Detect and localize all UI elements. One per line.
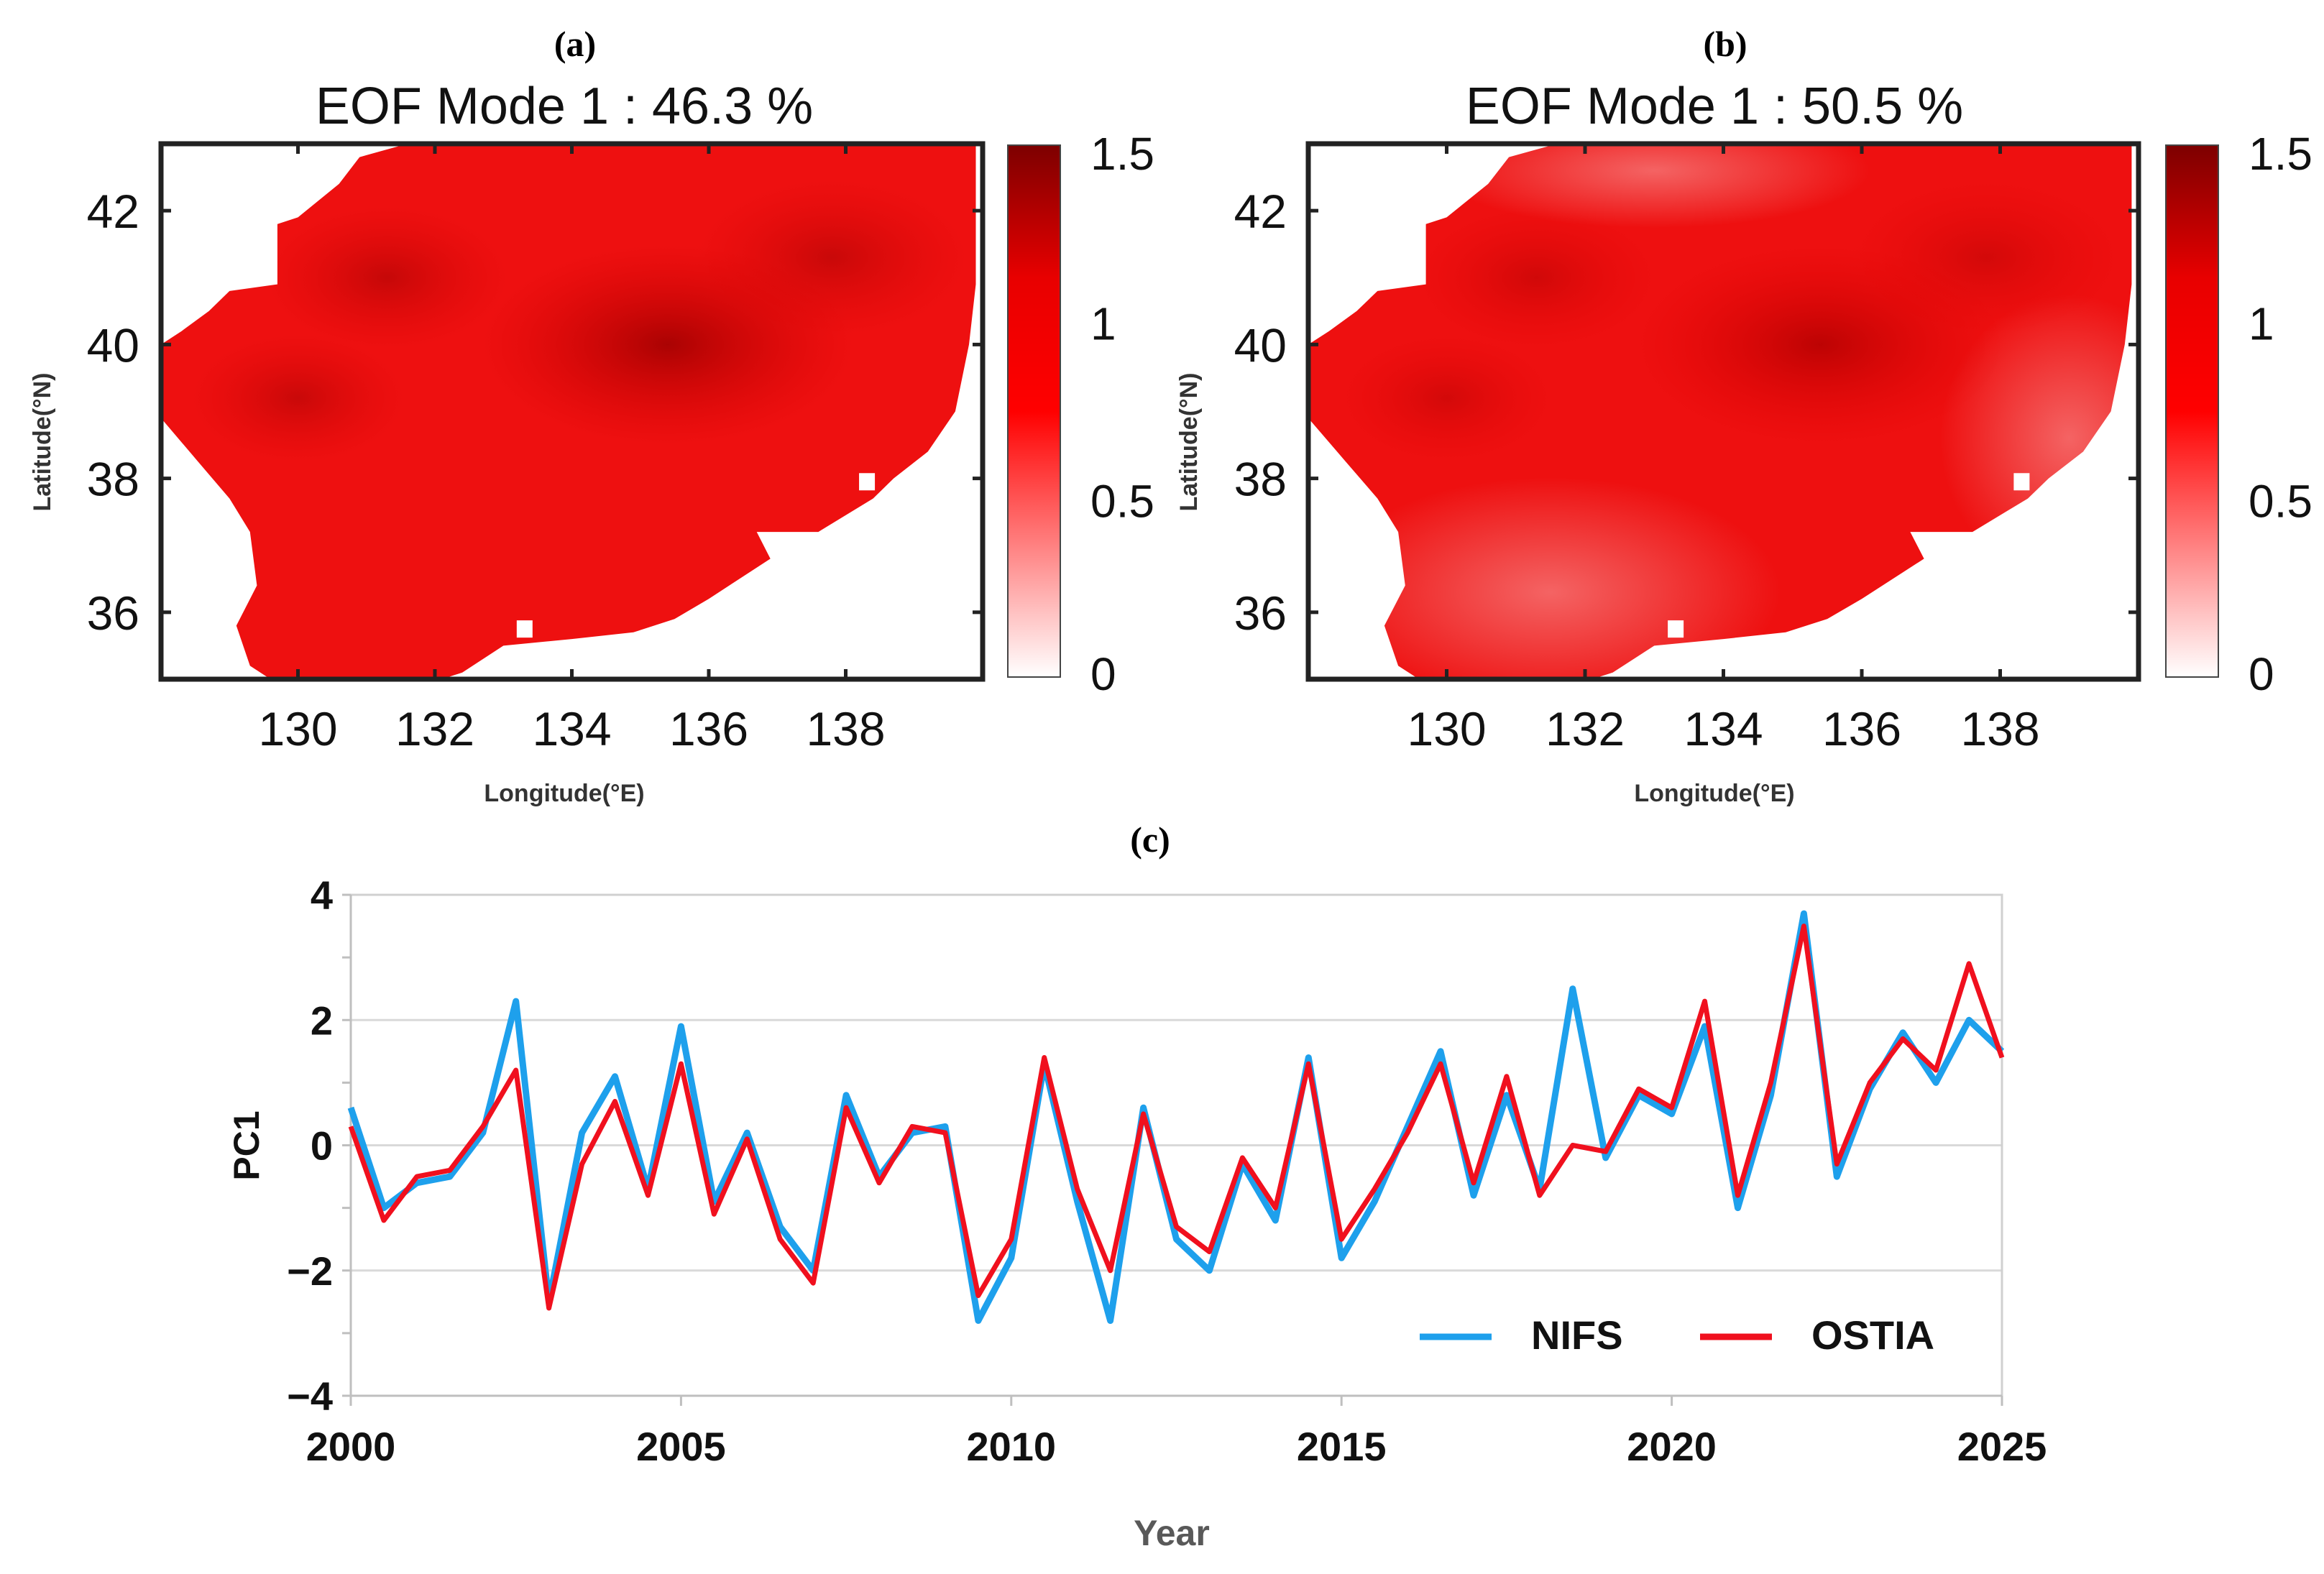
map-x-tick-label: 138 [806,702,885,755]
series-line-nifs [347,910,2005,1324]
map-a-colorbar-ticks: 0 0.5 1 1.5 [1090,128,1154,700]
map-x-tick-label: 130 [258,702,337,755]
colorbar-tick-label: 0.5 [2249,475,2312,527]
map-x-tick-label: 134 [532,702,611,755]
ts-x-tick-label: 2020 [1627,1424,1717,1469]
panel-label-c: (c) [1130,819,1170,860]
panel-label-b: (b) [1703,24,1747,64]
ts-ylabel: PC1 [226,1110,267,1180]
timeseries-panel: −4 −2 0 2 4 2000 2005 2010 2015 2020 2025 Year PC1… [226,873,2047,1553]
panel-label-a: (a) [554,24,596,64]
ts-xlabel: Year [1134,1513,1210,1553]
map-y-tick-label: 38 [1234,453,1287,506]
map-b-title: EOF Mode 1 : 50.5 % [1466,78,1963,135]
map-a-axes: 130 132 134 136 138 36 38 40 42 [87,144,983,755]
map-y-tick-label: 38 [87,453,139,506]
ts-ticks: −4 −2 0 2 4 2000 2005 2010 2015 2020 2025 [287,873,2047,1469]
island-patch [1668,620,1684,638]
map-b-xlabel: Longitude(°E) [1634,780,1794,807]
ts-x-tick-label: 2025 [1957,1424,2047,1469]
map-y-tick-label: 40 [87,318,139,372]
low-amplitude-region [1320,477,1781,679]
map-b-axes: 130 132 134 136 138 36 38 40 42 [1234,144,2139,755]
low-amplitude-region [1939,294,2132,582]
map-y-tick-label: 42 [1234,185,1287,238]
map-y-tick-label: 42 [87,185,139,238]
map-x-tick-label: 132 [395,702,474,755]
colorbar-tick-label: 1.5 [2249,128,2312,180]
map-a-colorbar [1007,144,1061,678]
map-x-tick-label: 130 [1407,702,1486,755]
ts-y-tick-label: 0 [311,1123,333,1169]
low-amplitude-region [1438,144,1870,229]
ts-y-tick-label: −4 [287,1373,333,1419]
ts-series [347,910,2005,1324]
secondary-max-region [1338,333,1555,463]
map-panel-b: EOF Mode 1 : 50.5 % 130 132 134 136 138 36 38 4… [1175,78,2312,807]
map-x-tick-label: 136 [1822,702,1901,755]
secondary-max-region [695,178,969,337]
ts-x-tick-label: 2015 [1297,1424,1387,1469]
map-a-ylabel: Latitude(°N) [29,372,56,511]
ts-y-tick-label: −2 [287,1248,333,1294]
map-y-tick-label: 40 [1234,318,1287,372]
secondary-max-region [265,206,510,350]
series-line-ostia [348,924,2005,1311]
map-b-field [1308,144,2132,679]
ts-legend: NIFS OSTIA [1420,1312,1934,1358]
ts-x-tick-label: 2000 [306,1424,396,1469]
colorbar-tick-label: 1 [1090,298,1116,350]
colorbar-tick-label: 0 [1090,648,1116,700]
map-y-tick-label: 36 [1234,586,1287,640]
colorbar-tick-label: 1 [2249,298,2274,350]
colorbar-tick-label: 0.5 [1090,475,1154,527]
island-patch [859,473,876,491]
legend-nifs-label: NIFS [1531,1312,1623,1358]
ts-x-tick-label: 2005 [636,1424,726,1469]
island-patch [516,620,533,638]
ts-x-tick-label: 2010 [967,1424,1057,1469]
ts-y-tick-label: 2 [311,998,333,1043]
map-b-colorbar [2165,144,2219,678]
secondary-max-region [1414,206,1659,350]
map-x-tick-label: 138 [1960,702,2039,755]
ts-y-tick-label: 4 [311,873,333,918]
island-patch [2013,473,2030,491]
colorbar-tick-label: 1.5 [1090,128,1154,180]
map-a-field [161,144,976,679]
map-b-colorbar-ticks: 0 0.5 1 1.5 [2249,128,2312,700]
map-x-tick-label: 132 [1545,702,1625,755]
map-a-xlabel: Longitude(°E) [484,780,644,807]
secondary-max-region [190,333,406,463]
legend-ostia-label: OSTIA [1811,1312,1934,1358]
map-x-tick-label: 136 [669,702,748,755]
map-a-title: EOF Mode 1 : 46.3 % [316,78,813,135]
map-x-tick-label: 134 [1684,702,1763,755]
map-b-ylabel: Latitude(°N) [1175,372,1203,511]
map-panel-a: EOF Mode 1 : 46.3 % 130 132 134 136 138 36 38 4… [29,78,1154,807]
map-y-tick-label: 36 [87,586,139,640]
colorbar-tick-label: 0 [2249,648,2274,700]
